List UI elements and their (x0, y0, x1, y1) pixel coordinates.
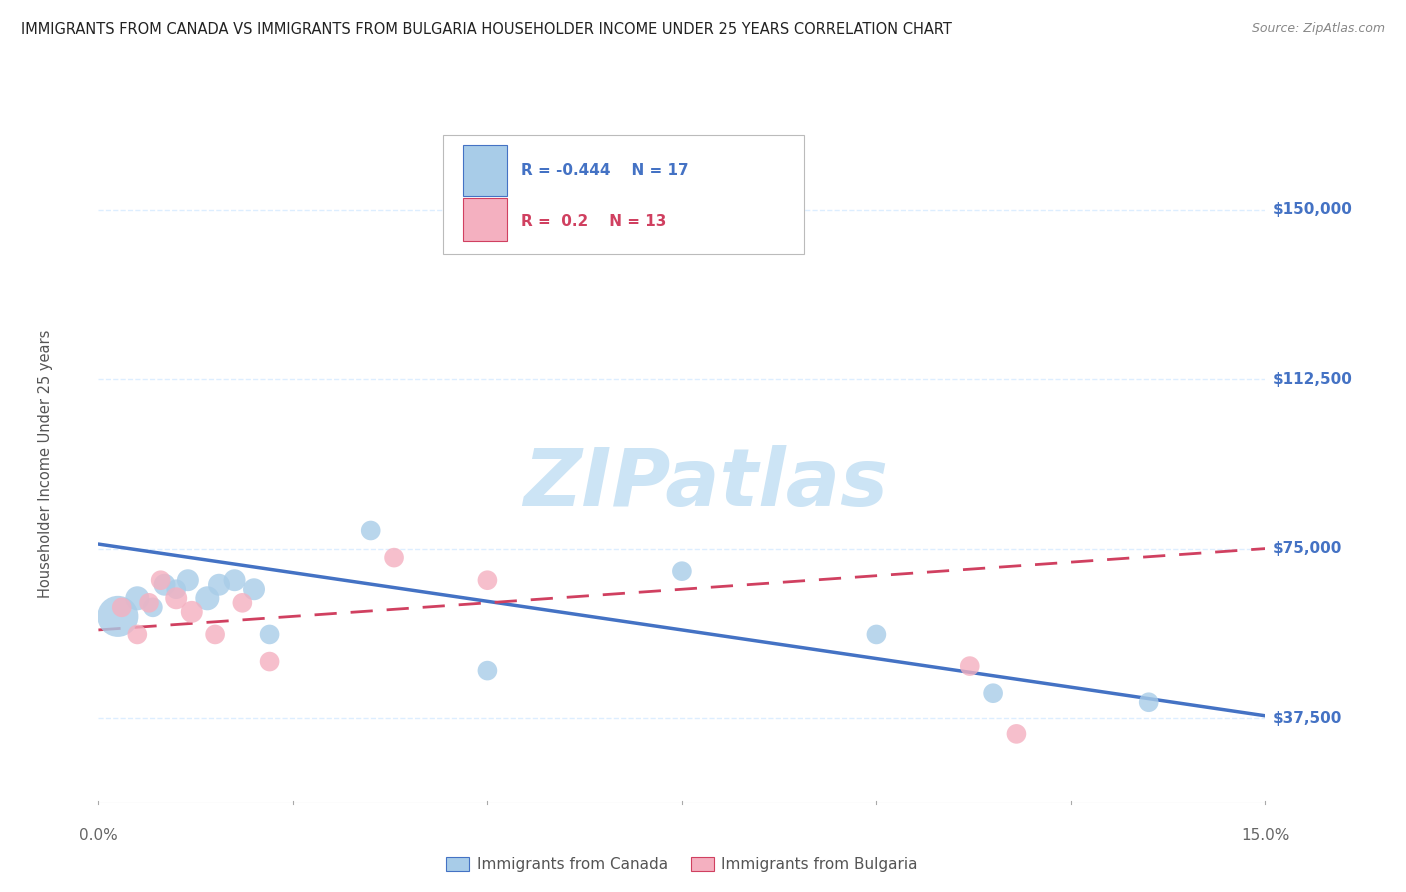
Text: $75,000: $75,000 (1272, 541, 1341, 556)
Point (382, 550, 405, 565)
Text: R = -0.444    N = 17: R = -0.444 N = 17 (520, 163, 689, 178)
Point (208, 578, 231, 592)
Point (243, 582, 266, 597)
Point (153, 578, 176, 592)
Legend: Immigrants from Canada, Immigrants from Bulgaria: Immigrants from Canada, Immigrants from … (441, 852, 922, 877)
Bar (463, 198, 506, 242)
Point (142, 600, 165, 615)
Point (477, 664, 499, 678)
Point (1005, 727, 1028, 741)
Text: 15.0%: 15.0% (1241, 828, 1289, 843)
Point (477, 573, 499, 587)
Point (224, 573, 246, 587)
Point (165, 591, 187, 606)
Text: ZIPatlas: ZIPatlas (523, 445, 887, 524)
Point (231, 596, 253, 610)
Point (127, 591, 149, 606)
Text: Source: ZipAtlas.com: Source: ZipAtlas.com (1251, 22, 1385, 36)
FancyBboxPatch shape (443, 135, 804, 253)
Text: $37,500: $37,500 (1272, 711, 1341, 725)
Text: R =  0.2    N = 13: R = 0.2 N = 13 (520, 214, 666, 228)
Text: $112,500: $112,500 (1272, 372, 1353, 386)
Point (180, 605, 202, 619)
Point (165, 582, 187, 597)
Point (138, 596, 160, 610)
Point (111, 600, 134, 615)
Point (671, 564, 693, 578)
Point (149, 573, 172, 587)
Point (865, 627, 887, 641)
Text: Householder Income Under 25 years: Householder Income Under 25 years (38, 330, 53, 598)
Point (360, 524, 382, 538)
Point (177, 573, 200, 587)
Text: 0.0%: 0.0% (79, 828, 118, 843)
Point (204, 627, 226, 641)
Point (1137, 695, 1160, 709)
Bar (463, 145, 506, 196)
Point (959, 659, 981, 673)
Point (259, 627, 281, 641)
Point (195, 591, 218, 606)
Point (981, 686, 1004, 700)
Text: IMMIGRANTS FROM CANADA VS IMMIGRANTS FROM BULGARIA HOUSEHOLDER INCOME UNDER 25 Y: IMMIGRANTS FROM CANADA VS IMMIGRANTS FRO… (21, 22, 952, 37)
Point (259, 655, 281, 669)
Point (107, 609, 129, 624)
Text: $150,000: $150,000 (1272, 202, 1353, 217)
Point (127, 627, 149, 641)
